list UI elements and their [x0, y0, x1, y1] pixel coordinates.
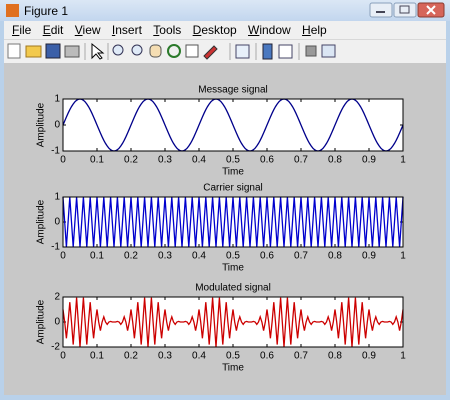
dock-icon[interactable] [321, 44, 336, 58]
pan-icon[interactable] [149, 44, 162, 58]
maximize-button[interactable] [393, 2, 417, 18]
x-tick-label: 0 [60, 155, 66, 166]
x-tick-label: 0.2 [124, 351, 138, 362]
hide-tools-icon[interactable] [305, 45, 317, 57]
x-tick-label: 0.4 [192, 351, 206, 362]
x-tick-label: 0.6 [260, 155, 274, 166]
open-icon[interactable] [25, 45, 42, 58]
x-tick-label: 0.9 [362, 155, 376, 166]
x-axis-label: Time [222, 263, 244, 274]
x-axis-label: Time [222, 363, 244, 374]
menu-item[interactable]: Window [248, 23, 291, 37]
menu-item[interactable]: Edit [42, 23, 64, 37]
maximize-glyph [399, 5, 410, 14]
zoom-out-icon[interactable] [131, 44, 143, 56]
minimize-glyph [376, 11, 385, 13]
zoom-in-icon[interactable] [112, 44, 124, 56]
menu-bar: File Edit View Insert Tools Desktop Wind… [4, 21, 446, 39]
minimize-button[interactable] [369, 2, 393, 18]
x-tick-label: 0.8 [328, 251, 342, 262]
link-icon[interactable] [235, 44, 250, 59]
app-icon [6, 4, 19, 17]
menu-item[interactable]: Tools [153, 23, 182, 37]
x-tick-label: 0.3 [158, 155, 172, 166]
x-tick-label: 0.7 [294, 155, 308, 166]
menu-item[interactable]: Insert [111, 23, 142, 37]
title-icons [6, 2, 445, 18]
x-tick-label: 0.5 [226, 251, 240, 262]
toolbar [4, 39, 446, 63]
y-tick-label: 0 [54, 120, 60, 131]
x-tick-label: 0.3 [158, 251, 172, 262]
x-tick-label: 0.5 [226, 155, 240, 166]
x-tick-label: 0.7 [294, 351, 308, 362]
x-tick-label: 0 [60, 251, 66, 262]
axes-box [62, 98, 404, 152]
x-tick-label: 0.1 [90, 251, 104, 262]
toolbar-icons [7, 42, 336, 60]
colorbar-icon[interactable] [262, 43, 273, 60]
axes-box [62, 296, 404, 348]
x-tick-label: 0.6 [260, 351, 274, 362]
y-tick-label: 2 [54, 292, 60, 303]
new-icon[interactable] [7, 43, 21, 59]
y-tick-label: 0 [54, 217, 60, 228]
y-tick-label: -1 [51, 146, 60, 157]
x-tick-label: 0.6 [260, 251, 274, 262]
x-tick-label: 0.4 [192, 155, 206, 166]
y-tick-label: 0 [54, 317, 60, 328]
menu-item[interactable]: File [12, 23, 32, 37]
axes-box [62, 196, 404, 248]
close-glyph [426, 5, 436, 15]
menu-item[interactable]: Help [302, 23, 327, 37]
y-axis-label: Amplitude [36, 102, 47, 147]
pointer-icon[interactable] [91, 42, 105, 60]
plot-title: Message signal [198, 85, 267, 96]
y-tick-label: -1 [51, 242, 60, 253]
datacursor-icon[interactable] [185, 44, 199, 58]
y-tick-label: -2 [51, 342, 60, 353]
menu-item[interactable]: View [74, 23, 101, 37]
print-icon[interactable] [64, 45, 80, 58]
rotate-icon[interactable] [167, 44, 181, 58]
legend-icon[interactable] [278, 44, 293, 59]
x-tick-label: 0.8 [328, 351, 342, 362]
plot-title: Modulated signal [195, 283, 271, 294]
signal-line [62, 98, 404, 152]
x-tick-label: 0.9 [362, 251, 376, 262]
x-tick-label: 0.8 [328, 155, 342, 166]
x-tick-label: 0.2 [124, 251, 138, 262]
y-tick-label: 1 [54, 94, 60, 105]
x-axis-label: Time [222, 167, 244, 178]
plot-title: Carrier signal [203, 183, 262, 194]
x-tick-label: 1 [400, 155, 406, 166]
x-tick-label: 0.4 [192, 251, 206, 262]
title-bar: Figure 1 [0, 0, 450, 21]
x-tick-label: 1 [400, 351, 406, 362]
x-tick-label: 0.2 [124, 155, 138, 166]
save-icon[interactable] [45, 43, 61, 59]
x-tick-label: 1 [400, 251, 406, 262]
x-tick-label: 0.5 [226, 351, 240, 362]
signal-line [62, 297, 404, 348]
brush-icon[interactable] [203, 45, 218, 60]
y-axis-label: Amplitude [36, 299, 47, 344]
x-tick-label: 0.7 [294, 251, 308, 262]
y-axis-label: Amplitude [36, 199, 47, 244]
y-tick-label: 1 [54, 192, 60, 203]
window-title: Figure 1 [24, 4, 69, 18]
menu-item[interactable]: Desktop [192, 23, 237, 37]
figure: Message signal Time Amplitude 0 0.1 0.2 0.3 0.4… [4, 63, 446, 395]
x-tick-label: 0.3 [158, 351, 172, 362]
x-tick-label: 0.9 [362, 351, 376, 362]
x-tick-label: 0.1 [90, 155, 104, 166]
x-tick-label: 0.1 [90, 351, 104, 362]
x-tick-label: 0 [60, 351, 66, 362]
